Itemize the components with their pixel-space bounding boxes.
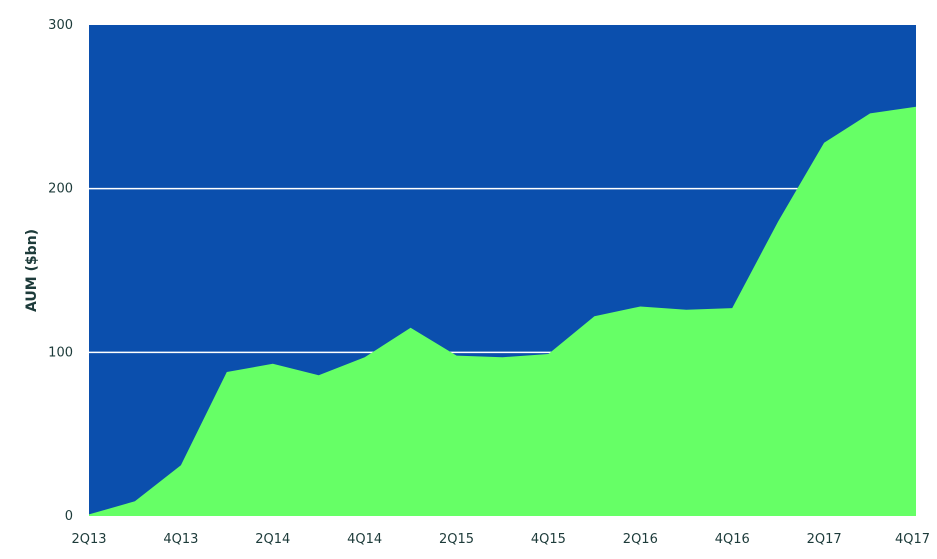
x-axis-ticks: 2Q13 4Q13 2Q14 4Q14 2Q15 4Q15 2Q16 4Q16 2Q17 4Q17 — [71, 532, 930, 547]
x-tick-label: 2Q15 — [439, 532, 474, 547]
y-tick-label: 200 — [48, 182, 73, 197]
x-tick-label: 4Q15 — [531, 532, 566, 547]
x-tick-label: 2Q13 — [71, 532, 106, 547]
y-tick-label: 100 — [48, 345, 73, 360]
aum-area-series — [89, 106, 916, 517]
x-tick-label: 2Q17 — [807, 532, 842, 547]
x-tick-label: 4Q13 — [163, 532, 198, 547]
y-tick-label: 300 — [48, 18, 73, 33]
x-tick-label: 4Q14 — [347, 532, 382, 547]
x-tick-label: 4Q17 — [895, 532, 930, 547]
x-tick-label: 4Q16 — [715, 532, 750, 547]
y-tick-label: 0 — [65, 509, 73, 524]
x-tick-label: 2Q16 — [623, 532, 658, 547]
x-tick-label: 2Q14 — [255, 532, 290, 547]
y-axis-title: AUM ($bn) — [24, 229, 40, 312]
y-axis-ticks: 0 100 200 300 — [48, 18, 73, 524]
